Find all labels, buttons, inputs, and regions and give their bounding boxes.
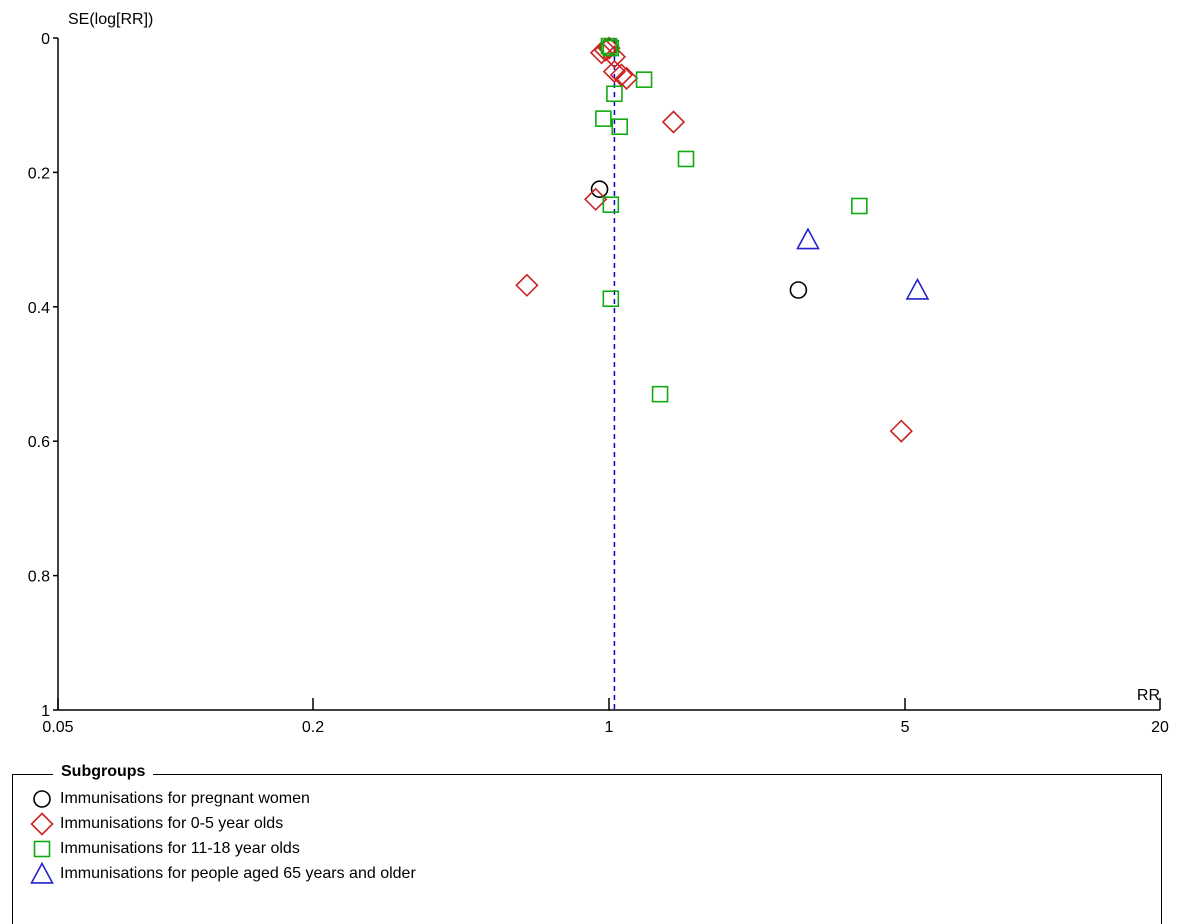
circle-point [789, 281, 808, 299]
diamond-point [661, 110, 686, 134]
square-point [851, 197, 868, 215]
diamond-point [609, 63, 634, 87]
legend-box [12, 774, 1162, 924]
x-axis-title: RR [1137, 687, 1160, 704]
square-point [602, 39, 620, 57]
x-tick-label: 5 [901, 719, 910, 736]
legend-label: Immunisations for 11-18 year olds [60, 840, 300, 857]
legend-item: Immunisations for people aged 65 years a… [30, 862, 416, 886]
x-tick-label: 1 [605, 719, 614, 736]
y-tick-label: 0.8 [28, 569, 50, 586]
y-axis-title: SE(log[RR]) [68, 11, 153, 28]
legend-title: Subgroups [53, 763, 154, 781]
diamond-point [614, 66, 639, 90]
diamond-point [602, 59, 627, 84]
x-tick-label: 0.2 [302, 719, 324, 736]
square-point [595, 110, 612, 127]
y-tick-label: 0.2 [28, 165, 50, 182]
diamond-point [889, 419, 913, 443]
square-point [611, 118, 629, 136]
x-tick-label: 0.05 [42, 719, 73, 736]
y-tick-label: 0.6 [28, 434, 50, 451]
square-legend-marker [33, 840, 51, 858]
x-tick-label: 20 [1151, 719, 1169, 736]
square-point [600, 37, 618, 55]
data-points [515, 36, 930, 443]
square-point [677, 150, 695, 168]
triangle-point [905, 277, 930, 300]
y-tick-label: 0 [41, 31, 50, 48]
diamond-point [584, 187, 608, 211]
legend-label: Immunisations for 0-5 year olds [60, 815, 284, 832]
legend-label: Immunisations for pregnant women [60, 790, 310, 807]
square-legend-icon [33, 840, 51, 858]
diamond-legend-marker [30, 812, 54, 836]
square-point [602, 290, 620, 308]
circle-legend-marker [33, 790, 51, 808]
triangle-point [796, 227, 820, 250]
circle-point [590, 180, 609, 198]
diamond-point [515, 273, 539, 297]
y-tick-label: 0.4 [28, 300, 50, 317]
square-point [651, 385, 669, 403]
circle-legend-icon [33, 790, 51, 808]
legend-item: Immunisations for 0-5 year olds [30, 812, 283, 836]
square-point [606, 85, 623, 103]
diamond-legend-icon [30, 812, 54, 836]
diamond-point [593, 38, 617, 62]
y-tick-label: 1 [41, 703, 50, 720]
triangle-legend-icon [30, 862, 54, 884]
square-point [635, 71, 653, 88]
legend-item: Immunisations for 11-18 year olds [30, 837, 300, 861]
triangle-legend-marker [30, 862, 54, 884]
legend-item: Immunisations for pregnant women [30, 787, 310, 811]
legend-label: Immunisations for people aged 65 years a… [60, 865, 416, 882]
square-point [602, 196, 620, 213]
